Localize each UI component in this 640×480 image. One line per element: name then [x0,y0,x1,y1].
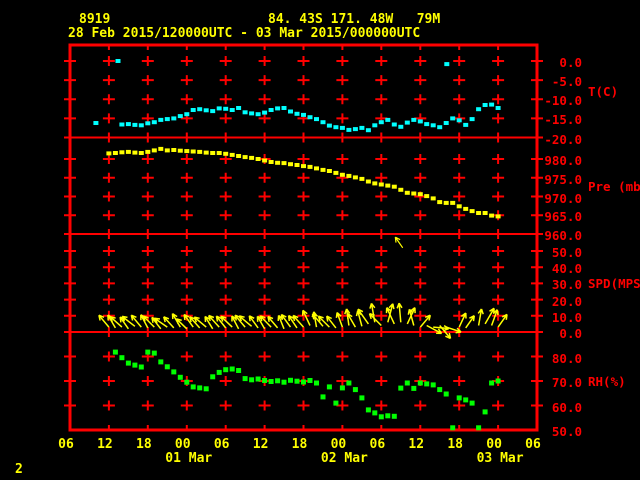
axis-value-label: 50.0 [551,245,582,260]
axis-value-label: -20.0 [544,131,582,147]
hour-tick-label: 00 [486,437,502,452]
hour-tick-label: 18 [447,437,463,452]
relative_humidity_pct-series [112,349,501,431]
station-id: 8919 [79,12,111,27]
date-label: 01 Mar [165,451,213,466]
axis-value-label: 965.0 [544,209,582,225]
axis-value-label: 10.0 [551,309,582,325]
hour-tick-label: 12 [252,437,269,452]
axis-value-label: 0.0 [559,55,582,70]
axis-value-label: -10.0 [544,93,582,109]
temperature_outliers_c-series [115,59,450,67]
pressure-axis-title: Pre (mb) [588,178,640,194]
hour-tick-label: 00 [174,437,191,452]
hour-tick-label: 06 [525,437,541,452]
hour-tick-label: 06 [213,437,230,452]
station-location: 84. 43S 171. 48W 79M [268,12,441,27]
hour-tick-label: 18 [291,437,308,452]
axis-value-label: 980.0 [544,153,582,168]
temperature_c-series [93,102,501,133]
hour-tick-label: 06 [58,437,74,452]
temperature-axis-title: T(C) [588,84,619,100]
axis-value-label: 975.0 [544,171,582,187]
axis-value-label: 30.0 [551,277,582,293]
date-label: 02 Mar [320,451,368,466]
hour-tick-label: 06 [369,437,386,452]
axis-value-label: 20.0 [551,293,582,309]
wind-outlier-barb [394,236,404,249]
plot-border [68,43,539,432]
axis-value-label: 970.0 [544,190,582,206]
relative_humidity-axis-title: RH(%) [588,374,626,389]
date-label: 03 Mar [476,451,524,466]
axis-value-label: -15.0 [544,112,582,128]
grid-tick-crosses [102,45,505,430]
axis-value-label: 70.0 [551,375,582,390]
axis-value-label: 80.0 [551,350,582,366]
wind-barb-series [98,302,508,340]
axis-value-label: 40.0 [551,261,582,277]
hour-tick-label: 12 [97,437,113,452]
page-number: 2 [15,462,23,477]
axis-value-label: 60.0 [551,399,582,415]
hour-tick-label: 18 [136,437,152,452]
wind_speed-axis-title: SPD(MPS) [588,276,640,291]
axis-value-label: 50.0 [551,424,582,439]
axis-value-label: 0.0 [559,326,582,341]
time-range: 28 Feb 2015/120000UTC - 03 Mar 2015/0000… [68,26,421,41]
axis-value-label: 960.0 [544,228,582,243]
pressure_mb-series [106,146,501,219]
axis-value-label: -5.0 [551,74,582,90]
hour-tick-label: 12 [408,437,425,452]
hour-tick-label: 00 [330,437,347,452]
